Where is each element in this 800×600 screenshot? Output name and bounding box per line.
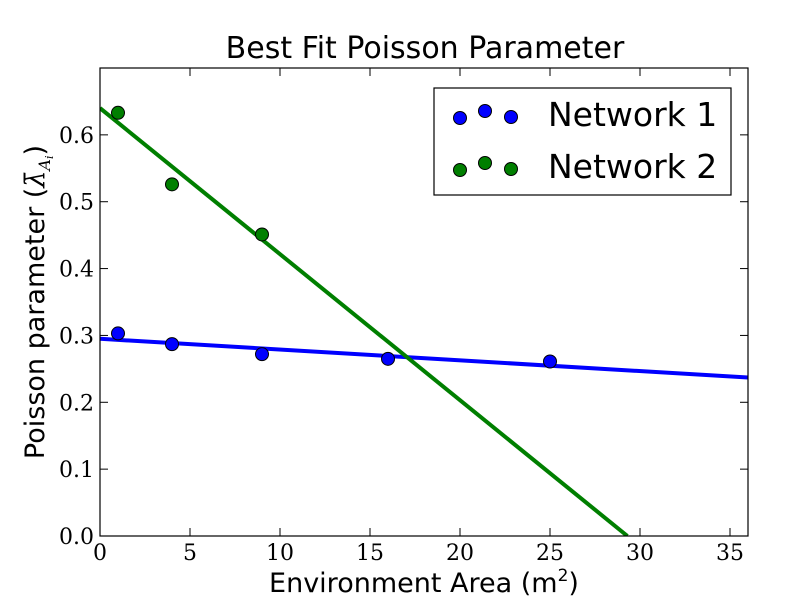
data-point-series-2-1 — [111, 105, 125, 120]
legend-marker-series-1 — [453, 111, 467, 125]
y-tick-label: 0.2 — [59, 391, 94, 416]
y-axis-label-symbol: λ̄ — [20, 171, 51, 189]
data-point-series-2-2 — [165, 177, 179, 192]
legend-marker-series-1 — [504, 110, 518, 124]
x-axis-label-close: ) — [568, 568, 579, 599]
y-tick-label: 0.4 — [59, 258, 94, 283]
y-tick-label: 0.6 — [59, 124, 94, 149]
chart-title: Best Fit Poisson Parameter — [226, 31, 625, 66]
x-tick-label: 0 — [93, 541, 107, 566]
x-axis-label: Environment Area (m2) — [269, 566, 579, 599]
fit-lines — [100, 106, 748, 536]
data-point-series-1-3 — [255, 347, 269, 362]
plot-frame — [99, 67, 749, 537]
legend-marker-series-2 — [504, 162, 518, 176]
x-tick-label: 20 — [446, 541, 474, 566]
x-tick-label: 5 — [183, 541, 197, 566]
y-axis-label-main: Poisson parameter ( — [20, 188, 51, 459]
y-axis-label-subscript: A — [35, 159, 54, 173]
legend-marker-series-1 — [478, 104, 492, 118]
x-tick-label: 15 — [356, 541, 384, 566]
legend-markers — [453, 104, 518, 177]
data-points — [111, 105, 557, 369]
legend: Network 1 Network 2 — [433, 87, 732, 196]
fit-line-series-2 — [100, 106, 629, 536]
legend-marker-series-2 — [478, 156, 492, 170]
data-point-series-1-2 — [165, 337, 179, 352]
data-point-series-1-5 — [543, 354, 557, 369]
fit-line-series-1 — [100, 336, 748, 380]
data-point-series-2-3 — [255, 227, 269, 242]
data-point-series-1-1 — [111, 326, 125, 341]
x-axis-label-superscript: 2 — [558, 566, 569, 586]
y-tick-label: 0.3 — [59, 324, 94, 349]
y-tick-label: 0.1 — [59, 458, 94, 483]
x-axis-label-main: Environment Area (m — [269, 568, 558, 599]
legend-label-network-1: Network 1 — [548, 95, 717, 134]
legend-marker-series-2 — [453, 163, 467, 177]
legend-label-network-2: Network 2 — [548, 147, 717, 186]
x-tick-label: 35 — [716, 541, 744, 566]
x-tick-label: 30 — [626, 541, 654, 566]
x-tick-label: 25 — [536, 541, 564, 566]
y-tick-label: 0.5 — [59, 191, 94, 216]
data-point-series-1-4 — [381, 351, 395, 366]
y-axis-label-close: ) — [20, 145, 51, 156]
x-tick-label: 10 — [266, 541, 294, 566]
y-axis-label: Poisson parameter (λ̄Ai) — [20, 145, 56, 459]
y-axis-label-subsubscript: i — [43, 155, 56, 159]
y-tick-label: 0.0 — [59, 525, 94, 550]
axis-ticks: 0 5 10 15 20 25 30 35 0.0 0.1 0.2 0.3 0.4 0.5 0.6 — [59, 68, 748, 566]
